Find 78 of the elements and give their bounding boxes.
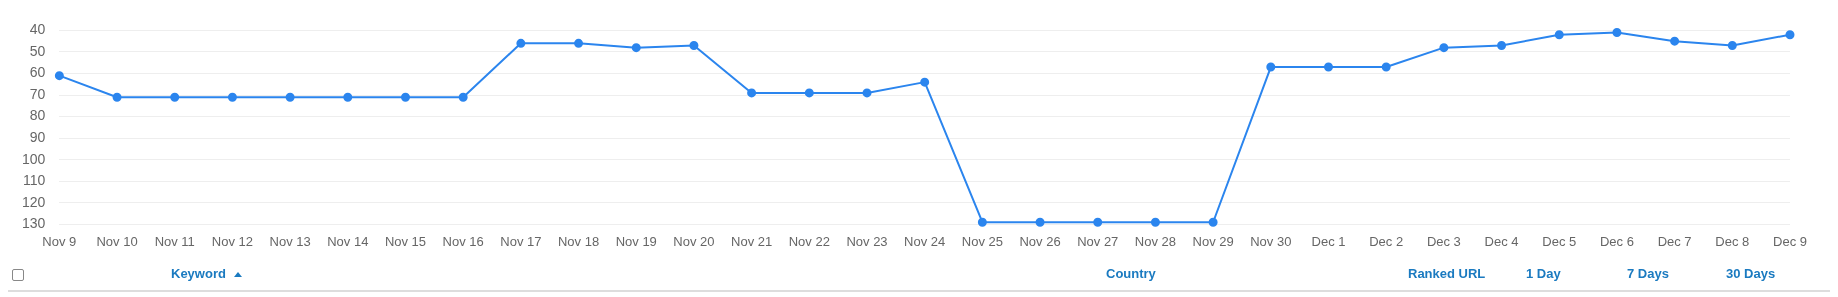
x-tick-label: Nov 28 xyxy=(1134,233,1177,249)
x-tick-label: Nov 21 xyxy=(731,233,773,249)
x-tick-label: Nov 18 xyxy=(557,233,600,249)
y-tick-label: 130 xyxy=(22,215,46,232)
x-tick-label: Dec 6 xyxy=(1599,233,1634,249)
point xyxy=(862,88,872,98)
x-tick-label: Nov 19 xyxy=(615,233,657,249)
point xyxy=(54,71,64,81)
point xyxy=(112,92,122,102)
y-tick-label: 110 xyxy=(23,172,46,189)
text: Ranked URL xyxy=(1408,266,1486,281)
x-tick-label: Nov 24 xyxy=(904,233,946,249)
point xyxy=(1093,217,1103,227)
y-tick-label: 40 xyxy=(29,21,46,38)
text: 30 Days xyxy=(1726,266,1776,281)
point xyxy=(516,38,526,48)
x-tick-label: Nov 29 xyxy=(1192,233,1234,249)
y-tick-label: 80 xyxy=(29,107,46,124)
text: 1 Day xyxy=(1526,266,1561,281)
point xyxy=(1497,40,1507,50)
point xyxy=(285,92,295,102)
point xyxy=(574,38,584,48)
point xyxy=(1727,40,1737,50)
point xyxy=(1670,36,1680,46)
text: Country xyxy=(1106,266,1156,281)
x-tick-label: Dec 1 xyxy=(1311,233,1346,249)
x-tick-label: Dec 8 xyxy=(1715,233,1750,249)
point xyxy=(1324,62,1333,72)
x-tick-label: Nov 25 xyxy=(961,233,1003,249)
x-tick-label: Dec 9 xyxy=(1773,233,1807,249)
y-tick-label: 60 xyxy=(29,64,46,81)
y-tick-label: 90 xyxy=(29,129,46,146)
point xyxy=(458,92,468,102)
point xyxy=(170,92,180,102)
point xyxy=(1381,62,1391,72)
point xyxy=(1208,217,1218,227)
x-tick-label: Nov 10 xyxy=(96,233,138,249)
x-tick-label: Dec 4 xyxy=(1484,233,1519,249)
x-tick-label: Nov 14 xyxy=(327,233,369,249)
point xyxy=(1439,43,1449,53)
y-tick-label: 100 xyxy=(22,150,46,167)
text: Keyword xyxy=(171,266,226,281)
x-tick-label: Dec 2 xyxy=(1369,233,1404,249)
x-tick-label: Nov 11 xyxy=(154,233,195,249)
x-tick-label: Dec 7 xyxy=(1657,233,1692,249)
point xyxy=(977,217,987,227)
point xyxy=(400,92,410,102)
x-tick-label: Nov 22 xyxy=(788,233,830,249)
point xyxy=(1554,30,1564,40)
point xyxy=(747,88,757,98)
point xyxy=(1612,28,1622,38)
x-tick-label: Dec 5 xyxy=(1542,233,1577,249)
x-tick-label: Nov 9 xyxy=(42,233,77,249)
x-tick-label: Nov 15 xyxy=(384,233,427,249)
x-tick-label: Nov 23 xyxy=(846,233,888,249)
point xyxy=(227,92,237,102)
point xyxy=(1035,217,1045,227)
y-tick-label: 50 xyxy=(29,42,46,59)
point xyxy=(689,40,699,50)
x-tick-label: Nov 26 xyxy=(1019,233,1061,249)
y-tick-label: 120 xyxy=(22,193,46,210)
y-tick-label: 70 xyxy=(29,85,46,102)
point xyxy=(1266,62,1276,72)
point xyxy=(804,88,814,98)
x-tick-label: Nov 16 xyxy=(442,233,484,249)
point xyxy=(1150,217,1160,227)
x-tick-label: Nov 12 xyxy=(211,233,254,249)
text: 7 Days xyxy=(1627,266,1669,281)
point xyxy=(343,92,353,102)
x-tick-label: Nov 30 xyxy=(1250,233,1292,249)
x-tick-label: Dec 3 xyxy=(1426,233,1461,249)
point xyxy=(631,43,641,53)
x-tick-label: Nov 20 xyxy=(673,233,715,249)
x-tick-label: Nov 27 xyxy=(1077,233,1119,249)
x-tick-label: Nov 17 xyxy=(500,233,542,249)
x-tick-label: Nov 13 xyxy=(269,233,311,249)
point xyxy=(1785,30,1795,40)
point xyxy=(920,77,930,87)
